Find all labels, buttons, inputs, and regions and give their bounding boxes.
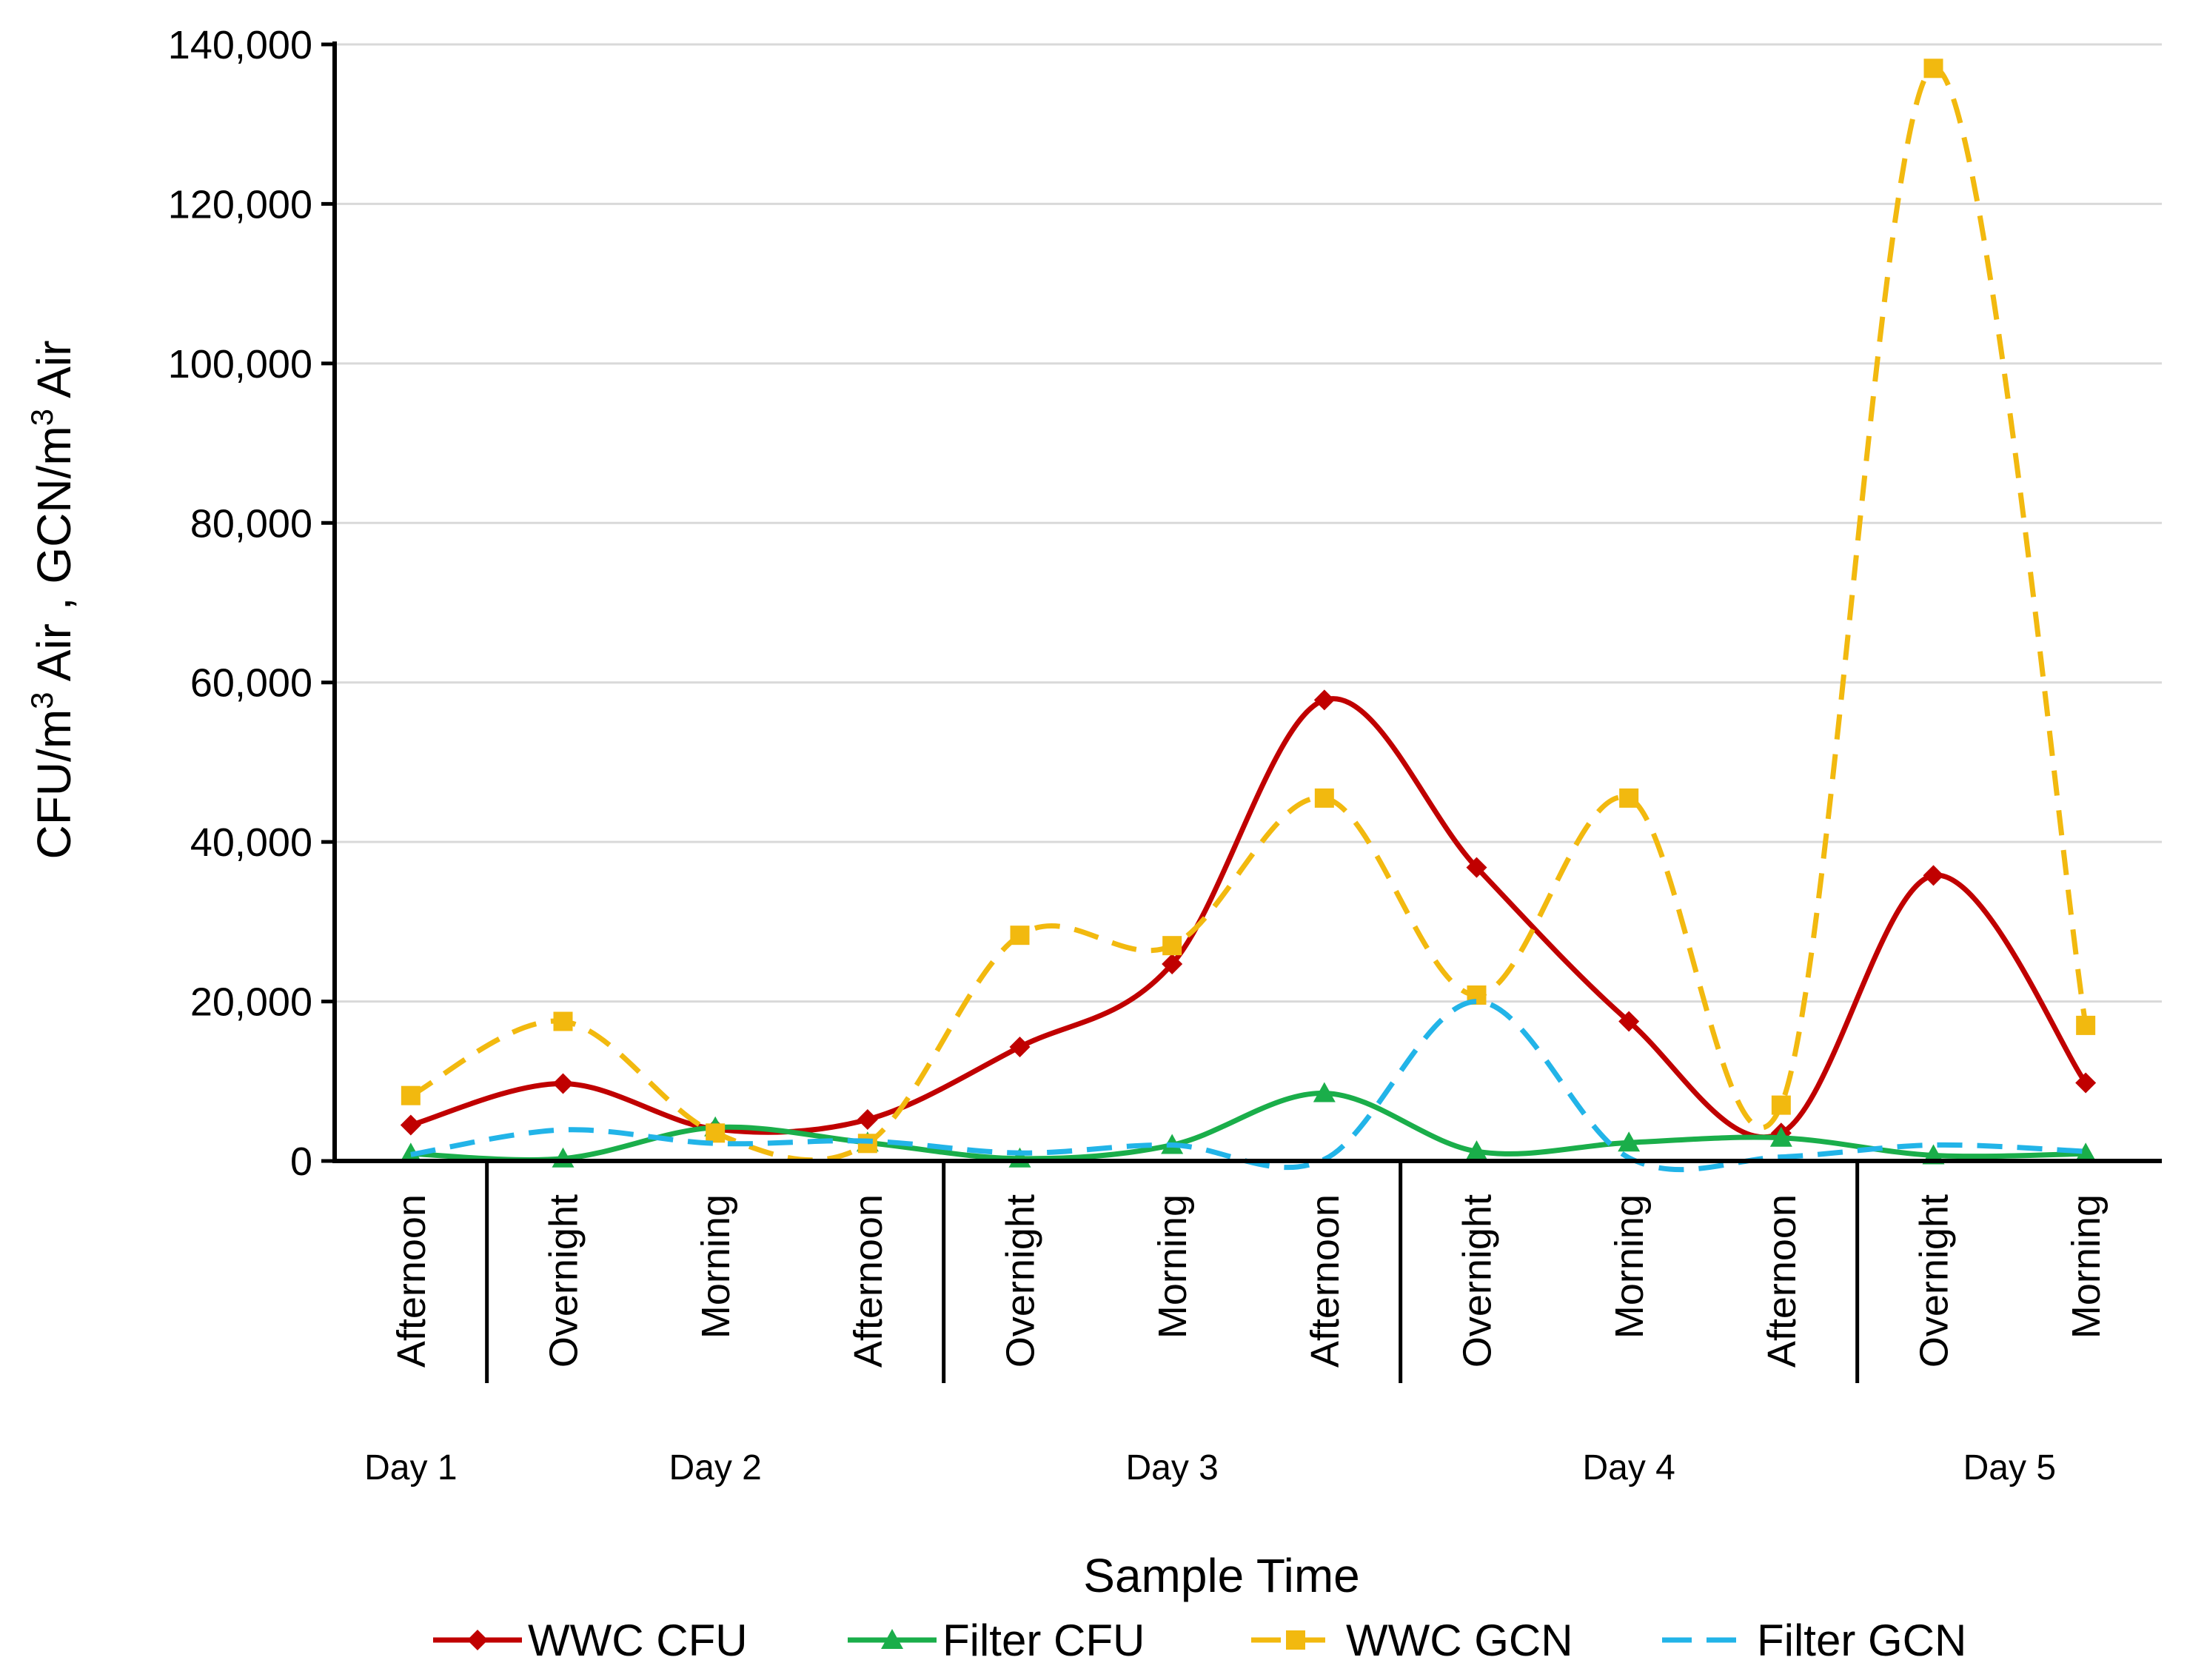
y-tick-label: 120,000 xyxy=(168,182,312,227)
wwc-cfu-point xyxy=(1313,689,1335,711)
legend-label-filter-gcn: Filter GCN xyxy=(1757,1616,1966,1665)
x-tick-label: Overnight xyxy=(1456,1194,1500,1368)
wwc-cfu-point xyxy=(1466,857,1487,878)
legend-label-filter-cfu: Filter CFU xyxy=(942,1616,1145,1665)
wwc-gcn-point xyxy=(553,1011,573,1031)
legend-marker-wwc-gcn xyxy=(1286,1630,1305,1650)
wwc-gcn-point xyxy=(1010,926,1030,946)
wwc-cfu-point xyxy=(1618,1011,1640,1032)
group-label: Day 2 xyxy=(669,1448,761,1487)
x-axis-groups: Day 1 Day 2 Day 3 Day 4 Day 5 xyxy=(364,1161,2056,1487)
group-label: Day 3 xyxy=(1125,1448,1218,1487)
wwc-gcn-point xyxy=(1923,58,1943,78)
legend-marker-wwc-cfu xyxy=(467,1630,488,1650)
legend-item-filter-cfu: Filter CFU xyxy=(848,1616,1145,1665)
series-layer xyxy=(399,58,2097,1173)
x-tick-label: Morning xyxy=(694,1194,738,1339)
wwc-gcn-point xyxy=(706,1123,726,1143)
wwc-cfu-point xyxy=(552,1073,574,1094)
filter-cfu-point xyxy=(2074,1142,2097,1163)
x-tick-label: Morning xyxy=(1151,1194,1195,1339)
group-label: Day 5 xyxy=(1963,1448,2056,1487)
x-tick-label: Morning xyxy=(2064,1194,2109,1339)
filter-gcn-line xyxy=(410,999,2086,1173)
x-tick-label: Afternoon xyxy=(389,1194,434,1368)
series-wwc-gcn xyxy=(401,58,2096,1163)
x-tick-label: Overnight xyxy=(542,1194,586,1368)
wwc-cfu-point xyxy=(1009,1036,1031,1057)
x-axis-title: Sample Time xyxy=(1083,1549,1359,1602)
filter-cfu-point xyxy=(1465,1140,1488,1161)
x-tick-label: Afternoon xyxy=(846,1194,891,1368)
y-axis-title: CFU/m3 Air , GCN/m3 Air xyxy=(24,341,81,860)
group-label: Day 4 xyxy=(1582,1448,1675,1487)
x-tick-label: Afternoon xyxy=(1760,1194,1804,1368)
wwc-cfu-point xyxy=(857,1108,878,1130)
group-label: Day 1 xyxy=(364,1448,457,1487)
legend-marker-filter-cfu xyxy=(881,1629,903,1649)
wwc-gcn-point xyxy=(2076,1015,2096,1035)
y-tick-label: 20,000 xyxy=(190,980,312,1025)
legend: WWC CFU Filter CFU WWC GCN Filter GCN xyxy=(433,1616,1966,1665)
y-tick-label: 100,000 xyxy=(168,342,312,386)
legend-label-wwc-cfu: WWC CFU xyxy=(528,1616,748,1665)
x-tick-label: Overnight xyxy=(999,1194,1043,1368)
wwc-gcn-point xyxy=(1771,1095,1791,1115)
filter-cfu-point xyxy=(1313,1082,1336,1102)
y-tick-label: 40,000 xyxy=(190,820,312,865)
x-tick-label: Overnight xyxy=(1912,1194,1957,1368)
filter-cfu-line xyxy=(410,1090,2086,1162)
x-axis-ticks: Afternoon Overnight Morning Afternoon Overni… xyxy=(389,1194,2109,1368)
wwc-gcn-point xyxy=(401,1085,421,1105)
gridlines xyxy=(335,43,2162,1003)
series-wwc-cfu xyxy=(400,689,2097,1144)
filter-cfu-point xyxy=(1769,1126,1792,1147)
y-axis-ticks: 0 20,000 40,000 60,000 80,000 100,000 120,000 1… xyxy=(168,23,335,1184)
wwc-gcn-line xyxy=(409,65,2089,1163)
legend-item-filter-gcn: Filter GCN xyxy=(1662,1616,1966,1665)
legend-item-wwc-cfu: WWC CFU xyxy=(433,1616,748,1665)
y-tick-label: 0 xyxy=(290,1139,312,1184)
legend-label-wwc-gcn: WWC GCN xyxy=(1346,1616,1573,1665)
series-filter-gcn xyxy=(410,999,2086,1173)
wwc-cfu-point xyxy=(1162,953,1183,974)
x-tick-label: Morning xyxy=(1607,1194,1652,1339)
wwc-gcn-point xyxy=(1162,936,1182,956)
wwc-gcn-point xyxy=(1314,788,1334,808)
filter-cfu-point xyxy=(1618,1131,1641,1152)
wwc-cfu-point xyxy=(2075,1072,2097,1094)
wwc-cfu-point xyxy=(400,1114,421,1136)
wwc-cfu-point xyxy=(1923,865,1944,886)
axes xyxy=(332,41,2162,1163)
wwc-gcn-point xyxy=(1619,788,1639,808)
x-tick-label: Afternoon xyxy=(1303,1194,1347,1368)
y-tick-label: 60,000 xyxy=(190,661,312,706)
legend-item-wwc-gcn: WWC GCN xyxy=(1251,1616,1573,1665)
y-tick-label: 80,000 xyxy=(190,501,312,546)
y-tick-label: 140,000 xyxy=(168,23,312,67)
